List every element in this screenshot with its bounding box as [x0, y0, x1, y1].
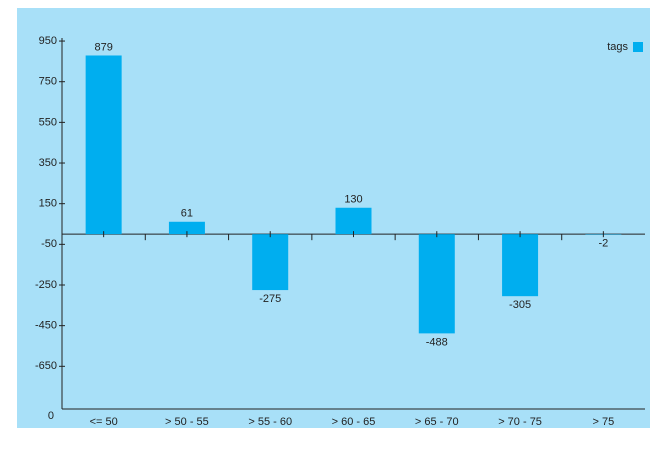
bar: [502, 234, 539, 297]
y-axis-bottom-label: 0: [48, 410, 54, 422]
bar: [418, 234, 455, 334]
x-tick-label: > 55 - 60: [248, 416, 292, 428]
y-tick-label: -650: [35, 360, 57, 372]
bar: [85, 55, 122, 235]
x-tick-label: > 75: [592, 416, 614, 428]
legend-swatch: [633, 42, 643, 52]
x-tick-label: > 70 - 75: [498, 416, 542, 428]
legend-label: tags: [607, 41, 628, 53]
value-label: 61: [181, 208, 193, 220]
value-label: -305: [509, 299, 531, 311]
x-tick-label: > 65 - 70: [415, 416, 459, 428]
y-tick-label: -50: [41, 238, 57, 250]
value-label: -275: [259, 293, 281, 305]
plot-background: [17, 8, 650, 428]
bar: [252, 234, 289, 291]
y-tick-label: 350: [39, 157, 57, 169]
y-tick-label: -450: [35, 320, 57, 332]
y-tick-label: 550: [39, 116, 57, 128]
bar: [335, 207, 372, 235]
y-tick-label: 750: [39, 76, 57, 88]
y-tick-label: 950: [39, 35, 57, 47]
value-label: 879: [94, 41, 112, 53]
x-tick-label: <= 50: [90, 416, 118, 428]
value-label: -488: [426, 336, 448, 348]
value-label: 130: [344, 194, 362, 206]
value-label: -2: [598, 237, 608, 249]
bar: [168, 221, 205, 235]
x-tick-label: > 60 - 65: [332, 416, 376, 428]
x-tick-label: > 50 - 55: [165, 416, 209, 428]
y-tick-label: -250: [35, 279, 57, 291]
y-tick-label: 150: [39, 198, 57, 210]
